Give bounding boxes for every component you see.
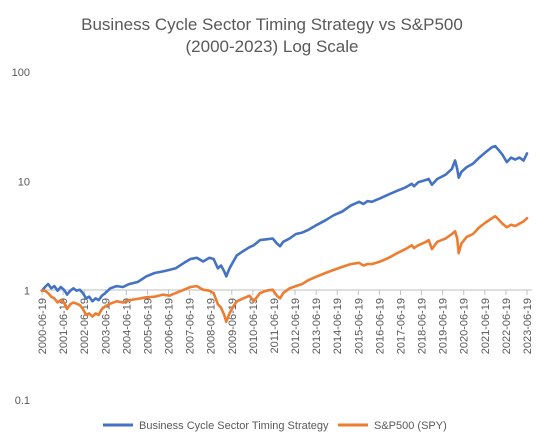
x-axis: 2000-06-19 2001-06-19 2002-06-19 2003-06-19… <box>37 289 534 354</box>
x-tick-label: 2019-06-19 <box>438 298 450 354</box>
legend-label-2: S&P500 (SPY) <box>374 420 447 432</box>
x-tick-label: 2000-06-19 <box>37 298 49 354</box>
chart-title-line1: Business Cycle Sector Timing Strategy vs… <box>81 15 463 34</box>
x-tick-label: 2022-06-19 <box>501 298 513 354</box>
x-tick-label: 2001-06-19 <box>58 298 70 354</box>
x-tick-label: 2010-06-19 <box>248 298 260 354</box>
x-tick-label: 2011-06-19 <box>269 298 281 353</box>
x-tick-label: 2004-06-19 <box>121 298 133 354</box>
x-tick-label: 2012-06-19 <box>290 298 302 354</box>
series-line-1 <box>40 144 529 303</box>
x-tick-label: 2014-06-19 <box>332 298 344 354</box>
x-tick-label: 2017-06-19 <box>395 298 407 354</box>
x-tick-label: 2002-06-19 <box>79 298 91 354</box>
series-line-2 <box>40 214 529 323</box>
x-tick-label: 2005-06-19 <box>142 298 154 354</box>
y-axis: 0.1 1 10 100 <box>12 67 30 407</box>
x-tick-label: 2023-06-19 <box>522 298 534 354</box>
x-tick-label: 2013-06-19 <box>311 298 323 354</box>
chart-title-line2: (2000-2023) Log Scale <box>186 37 359 56</box>
x-tick-label: 2008-06-19 <box>206 298 218 354</box>
legend-label-1: Business Cycle Sector Timing Strategy <box>139 420 329 432</box>
y-tick-label: 1 <box>24 286 30 298</box>
x-tick-label: 2007-06-19 <box>185 298 197 354</box>
x-tick-label: 2021-06-19 <box>480 298 492 354</box>
y-tick-label: 10 <box>18 176 30 188</box>
x-tick-label: 2016-06-19 <box>374 298 386 354</box>
y-tick-label: 100 <box>12 67 30 79</box>
x-tick-label: 2003-06-19 <box>100 298 112 354</box>
plot-area <box>40 144 529 323</box>
x-tick-label: 2020-06-19 <box>459 298 471 354</box>
legend: Business Cycle Sector Timing Strategy S&P… <box>103 420 447 432</box>
y-tick-label: 0.1 <box>15 395 30 407</box>
x-tick-label: 2006-06-19 <box>164 298 176 354</box>
x-tick-label: 2018-06-19 <box>417 298 429 354</box>
x-tick-label: 2015-06-19 <box>353 298 365 354</box>
